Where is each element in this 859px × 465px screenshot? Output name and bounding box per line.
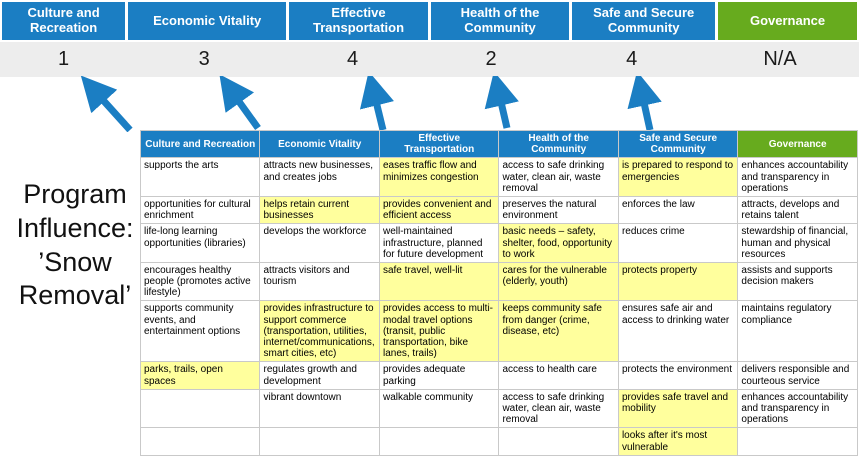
column-header-0: Culture and Recreation bbox=[141, 131, 261, 159]
priority-header-0: Culture and Recreation bbox=[2, 2, 126, 40]
table-row-5: parks, trails, open spaces regulates grow… bbox=[141, 362, 858, 390]
table-cell bbox=[260, 428, 380, 456]
up-arrow-icon bbox=[627, 76, 662, 131]
table-cell: attracts, develops and retains talent bbox=[738, 196, 858, 225]
score-cell-4: 4 bbox=[626, 48, 638, 70]
table-cell: stewardship of financial, human and phys… bbox=[738, 224, 858, 263]
column-header-4: Safe and Secure Community bbox=[618, 131, 739, 159]
table-cell: keeps community safe from danger (crime,… bbox=[499, 301, 619, 363]
table-header-row: Culture and Recreation Economic Vitality E… bbox=[141, 131, 858, 159]
priority-header-2: Effective Transportation bbox=[289, 2, 428, 40]
up-arrow-icon bbox=[80, 76, 133, 132]
program-title: Program Influence: ’Snow Removal’ bbox=[16, 179, 134, 311]
table-cell: provides adequate parking bbox=[379, 362, 500, 390]
score-cell-0: 1 bbox=[57, 48, 70, 70]
score-cell-5: N/A bbox=[763, 48, 797, 70]
table-cell: encourages healthy people (promotes acti… bbox=[141, 262, 261, 302]
score-cell-2: 4 bbox=[346, 48, 359, 70]
table-cell: attracts new businesses, and creates job… bbox=[260, 158, 380, 197]
influence-arrows bbox=[80, 76, 662, 132]
table-cell: safe travel, well-lit bbox=[379, 262, 500, 302]
table-row-0: supports the arts attracts new businesses… bbox=[141, 158, 858, 197]
table-cell: enhances accountability and transparency… bbox=[738, 389, 858, 429]
table-cell: reduces crime bbox=[618, 224, 739, 263]
score-row: 1 3 4 2 4 N/A bbox=[0, 42, 859, 77]
table-row-2: life-long learning opportunities (librar… bbox=[141, 224, 858, 263]
table-cell: assists and supports decision makers bbox=[738, 262, 858, 302]
table-cell: well-maintained infrastructure, planned … bbox=[379, 224, 500, 263]
table-cell: protects the environment bbox=[618, 362, 739, 390]
table-cell: vibrant downtown bbox=[260, 389, 380, 429]
table-row-4: supports community events, and entertain… bbox=[141, 301, 858, 363]
up-arrow-icon bbox=[484, 76, 519, 129]
column-header-3: Health of the Community bbox=[499, 131, 619, 159]
priority-header-5: Governance bbox=[718, 2, 857, 40]
up-arrow-icon bbox=[219, 76, 261, 131]
table-cell: walkable community bbox=[379, 389, 500, 429]
table-cell bbox=[499, 428, 619, 456]
table-cell: ensures safe air and access to drinking … bbox=[618, 301, 739, 363]
table-cell: access to safe drinking water, clean air… bbox=[499, 158, 619, 197]
table-cell: develops the workforce bbox=[260, 224, 380, 263]
table-cell: regulates growth and development bbox=[260, 362, 380, 390]
table-cell bbox=[379, 428, 500, 456]
up-arrow-icon bbox=[359, 76, 394, 131]
table-body: supports the arts attracts new businesses… bbox=[141, 158, 858, 456]
table-cell: provides safe travel and mobility bbox=[618, 389, 739, 429]
priority-header-row: Culture and Recreation Economic Vitality E… bbox=[2, 2, 857, 40]
table-cell: access to safe drinking water, clean air… bbox=[499, 389, 619, 429]
table-cell: is prepared to respond to emergencies bbox=[618, 158, 739, 197]
score-cell-1: 3 bbox=[198, 48, 210, 70]
column-header-2: Effective Transportation bbox=[379, 131, 500, 159]
priority-header-3: Health of the Community bbox=[430, 2, 570, 40]
table-cell: maintains regulatory compliance bbox=[738, 301, 858, 363]
table-cell: basic needs – safety, shelter, food, opp… bbox=[499, 224, 619, 263]
table-cell: enforces the law bbox=[618, 196, 739, 225]
table-cell: delivers responsible and courteous servi… bbox=[738, 362, 858, 390]
table-cell: helps retain current businesses bbox=[260, 196, 380, 225]
table-cell: preserves the natural environment bbox=[499, 196, 619, 225]
table-cell: provides infrastructure to support comme… bbox=[260, 301, 380, 363]
column-header-5: Governance bbox=[738, 131, 858, 159]
score-cell-3: 2 bbox=[485, 48, 497, 70]
table-row-7: looks after it's most vulnerable bbox=[141, 428, 858, 456]
priority-header-1: Economic Vitality bbox=[128, 2, 287, 40]
table-cell: supports the arts bbox=[141, 158, 261, 197]
priority-header-4: Safe and Secure Community bbox=[572, 2, 716, 40]
table-cell: provides convenient and efficient access bbox=[379, 196, 500, 225]
table-cell: protects property bbox=[618, 262, 739, 302]
table-row-3: encourages healthy people (promotes acti… bbox=[141, 262, 858, 302]
table-cell: looks after it's most vulnerable bbox=[618, 428, 739, 456]
table-row-6: vibrant downtown walkable community access… bbox=[141, 389, 858, 429]
column-header-1: Economic Vitality bbox=[260, 131, 380, 159]
table-cell bbox=[141, 428, 261, 456]
table-row-1: opportunities for cultural enrichment hel… bbox=[141, 196, 858, 225]
table-cell: eases traffic flow and minimizes congest… bbox=[379, 158, 500, 197]
table-cell: life-long learning opportunities (librar… bbox=[141, 224, 261, 263]
table-cell bbox=[738, 428, 858, 456]
table-cell: cares for the vulnerable (elderly, youth… bbox=[499, 262, 619, 302]
table-cell: attracts visitors and tourism bbox=[260, 262, 380, 302]
table-cell: enhances accountability and transparency… bbox=[738, 158, 858, 197]
table-cell: parks, trails, open spaces bbox=[141, 362, 261, 390]
influence-table: Culture and Recreation Economic Vitality E… bbox=[140, 130, 858, 456]
table-cell: opportunities for cultural enrichment bbox=[141, 196, 261, 225]
table-cell: provides access to multi-modal travel op… bbox=[379, 301, 500, 363]
table-cell: access to health care bbox=[499, 362, 619, 390]
table-cell bbox=[141, 389, 261, 429]
table-cell: supports community events, and entertain… bbox=[141, 301, 261, 363]
